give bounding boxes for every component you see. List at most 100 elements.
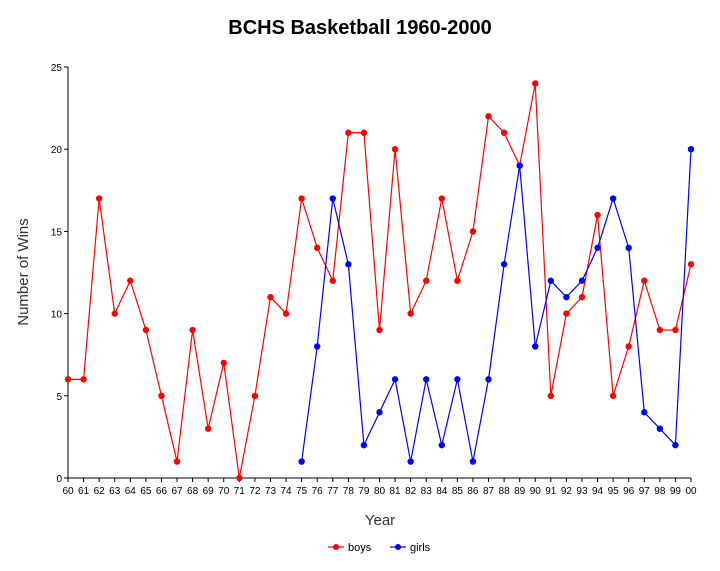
data-point-boys: [111, 310, 118, 317]
data-point-boys: [578, 293, 586, 301]
legend-label: boys: [348, 542, 372, 554]
x-tick-label: 00: [685, 486, 697, 497]
data-point-boys: [423, 277, 430, 284]
legend-swatch-marker: [395, 544, 401, 550]
x-tick-label: 77: [327, 486, 339, 497]
x-tick-label: 68: [187, 486, 199, 497]
x-tick-label: 94: [592, 486, 604, 497]
x-tick-label: 72: [249, 486, 261, 497]
x-tick-label: 87: [483, 486, 495, 497]
data-point-girls: [641, 409, 648, 416]
data-point-girls: [578, 277, 586, 284]
y-axis-label: Number of Wins: [15, 218, 32, 326]
data-point-boys: [236, 474, 243, 482]
data-point-girls: [469, 458, 477, 465]
series-line-boys: [68, 83, 692, 479]
data-point-girls: [391, 376, 399, 383]
x-tick-label: 84: [436, 486, 448, 497]
x-tick-label: 62: [94, 486, 106, 497]
x-tick-label: 61: [78, 486, 90, 497]
y-tick-label: 15: [51, 227, 63, 238]
x-tick-label: 92: [561, 486, 573, 497]
data-point-boys: [173, 458, 181, 465]
x-tick-label: 71: [234, 486, 246, 497]
x-tick-label: 73: [265, 486, 277, 497]
x-tick-label: 65: [140, 486, 152, 497]
x-tick-label: 81: [390, 486, 402, 497]
x-tick-label: 95: [608, 486, 620, 497]
data-point-girls: [407, 458, 414, 465]
x-tick-label: 83: [421, 486, 433, 497]
data-point-boys: [532, 80, 539, 87]
data-point-boys: [656, 326, 664, 334]
x-tick-label: 63: [109, 486, 121, 497]
data-point-boys: [158, 392, 165, 399]
x-tick-label: 89: [514, 486, 526, 497]
data-point-girls: [485, 376, 492, 383]
data-point-boys: [220, 359, 227, 367]
data-point-boys: [95, 195, 103, 202]
data-point-boys: [189, 326, 196, 334]
data-point-boys: [500, 129, 508, 136]
data-point-girls: [516, 162, 523, 169]
series-boys: [64, 80, 695, 482]
x-tick-label: 91: [545, 486, 557, 497]
x-tick-label: 80: [374, 486, 386, 497]
data-point-boys: [314, 244, 321, 252]
data-point-boys: [594, 211, 601, 219]
chart-title: BCHS Basketball 1960-2000: [228, 17, 491, 39]
x-tick-label: 93: [576, 486, 588, 497]
data-point-boys: [438, 195, 445, 202]
data-point-girls: [609, 195, 617, 202]
data-point-girls: [376, 409, 383, 416]
data-point-boys: [609, 392, 617, 399]
x-tick-label: 74: [280, 486, 292, 497]
data-point-girls: [594, 244, 601, 252]
data-point-boys: [329, 277, 336, 284]
x-tick-label: 67: [171, 486, 183, 497]
data-point-boys: [345, 129, 352, 136]
x-tick-label: 75: [296, 486, 308, 497]
x-tick-label: 70: [218, 486, 230, 497]
data-point-girls: [345, 261, 352, 268]
data-point-girls: [454, 376, 461, 383]
data-point-boys: [641, 277, 648, 284]
legend-item-girls: girls: [390, 542, 431, 554]
x-tick-label: 98: [654, 486, 666, 497]
data-point-boys: [547, 392, 555, 399]
x-tick-label: 64: [125, 486, 137, 497]
data-point-boys: [391, 146, 399, 153]
data-point-boys: [142, 326, 150, 334]
data-point-girls: [672, 441, 679, 449]
data-point-boys: [687, 261, 695, 268]
data-point-boys: [251, 392, 259, 399]
data-point-boys: [625, 343, 632, 350]
y-tick-label: 5: [56, 392, 62, 403]
y-tick-label: 25: [51, 63, 63, 74]
data-point-boys: [267, 293, 274, 301]
data-point-girls: [656, 425, 664, 432]
data-point-boys: [80, 376, 87, 383]
x-tick-label: 60: [62, 486, 74, 497]
data-point-girls: [360, 441, 368, 449]
x-tick-label: 79: [358, 486, 370, 497]
data-point-girls: [329, 195, 336, 202]
x-tick-label: 97: [639, 486, 651, 497]
data-point-girls: [687, 146, 695, 153]
series-girls: [298, 146, 695, 465]
data-point-boys: [298, 195, 305, 202]
legend-item-boys: boys: [328, 542, 372, 554]
series-line-girls: [301, 149, 692, 462]
x-tick-label: 76: [312, 486, 324, 497]
data-point-boys: [454, 277, 461, 284]
data-point-boys: [204, 425, 212, 432]
x-tick-label: 86: [467, 486, 479, 497]
x-tick-label: 82: [405, 486, 417, 497]
x-tick-label: 85: [452, 486, 464, 497]
data-point-girls: [423, 376, 430, 383]
x-tick-label: 99: [670, 486, 682, 497]
series-layer: [64, 80, 695, 482]
data-point-girls: [438, 441, 445, 449]
data-point-boys: [469, 228, 477, 235]
